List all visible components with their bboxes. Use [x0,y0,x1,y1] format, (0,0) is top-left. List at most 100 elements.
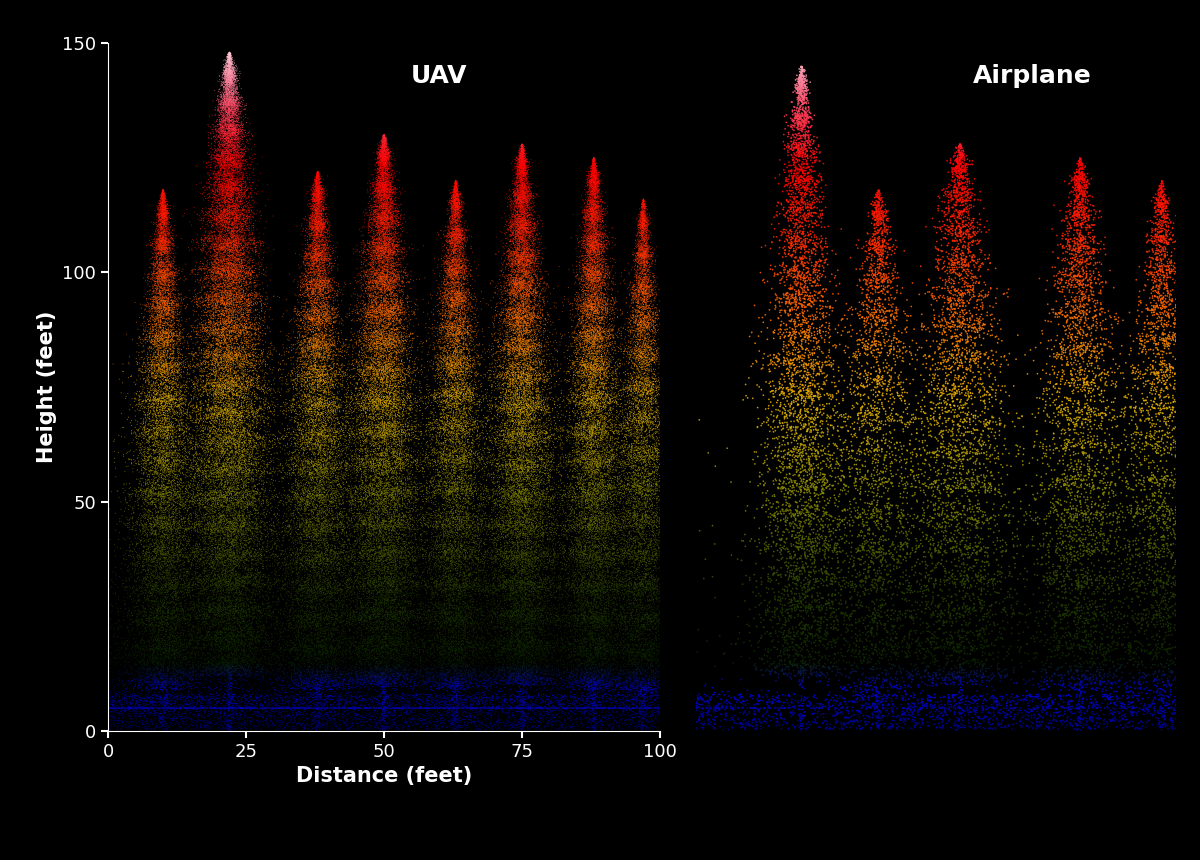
Point [212,446,232,460]
Point [1164,696,1183,709]
Point [956,433,976,447]
Point [517,282,536,296]
Point [144,216,163,230]
Point [218,488,238,501]
Point [126,443,145,457]
Point [289,553,308,567]
Point [221,550,240,564]
Point [235,144,254,158]
Point [313,239,332,253]
Point [758,418,778,432]
Point [155,243,174,256]
Point [625,564,644,578]
Point [228,101,247,115]
Point [209,349,228,363]
Point [271,389,290,402]
Point [366,600,385,614]
Point [262,543,281,556]
Point [508,249,527,262]
Point [122,569,142,583]
Point [305,489,324,503]
Point [376,232,395,246]
Point [1129,576,1148,590]
Point [312,554,331,568]
Point [1132,405,1151,419]
Point [1056,519,1075,532]
Point [1130,616,1150,630]
Point [620,506,640,519]
Point [475,512,494,525]
Point [229,268,248,282]
Point [514,708,533,722]
Point [1033,700,1052,714]
Point [643,605,662,619]
Point [161,287,180,301]
Point [560,408,580,422]
Point [775,406,794,420]
Point [602,577,622,591]
Point [350,613,370,627]
Point [623,601,642,615]
Point [596,373,616,387]
Point [377,158,396,172]
Point [368,669,388,683]
Point [516,347,535,360]
Point [799,695,818,709]
Point [316,187,335,200]
Point [961,691,980,705]
Point [308,249,328,263]
Point [512,198,532,212]
Point [613,623,632,636]
Point [155,215,174,229]
Point [1165,528,1184,542]
Point [304,278,323,292]
Point [464,518,484,531]
Point [630,212,649,226]
Point [352,363,371,377]
Point [229,512,248,525]
Point [314,679,334,693]
Point [318,494,337,507]
Point [312,290,331,304]
Point [395,307,414,321]
Point [602,425,622,439]
Point [355,324,374,338]
Point [392,442,412,456]
Point [635,406,654,420]
Point [185,610,204,624]
Point [490,667,509,681]
Point [251,654,270,668]
Point [434,479,454,493]
Point [382,210,401,224]
Point [499,693,518,707]
Point [372,153,391,167]
Point [158,609,178,623]
Point [151,381,170,395]
Point [240,395,259,408]
Point [174,530,193,544]
Point [464,578,484,592]
Point [449,609,468,623]
Point [308,223,328,237]
Point [515,208,534,222]
Point [310,505,329,519]
Point [106,719,125,733]
Point [160,452,179,466]
Point [448,228,467,242]
Point [782,384,802,398]
Point [418,691,437,705]
Point [212,267,232,280]
Point [223,314,242,328]
Point [222,95,241,109]
Point [211,587,230,601]
Point [211,157,230,170]
Point [300,556,319,569]
Point [506,673,526,686]
Point [1069,190,1088,204]
Point [634,476,653,489]
Point [452,664,472,678]
Point [490,399,509,413]
Point [378,219,397,233]
Point [175,385,194,399]
Point [278,589,298,603]
